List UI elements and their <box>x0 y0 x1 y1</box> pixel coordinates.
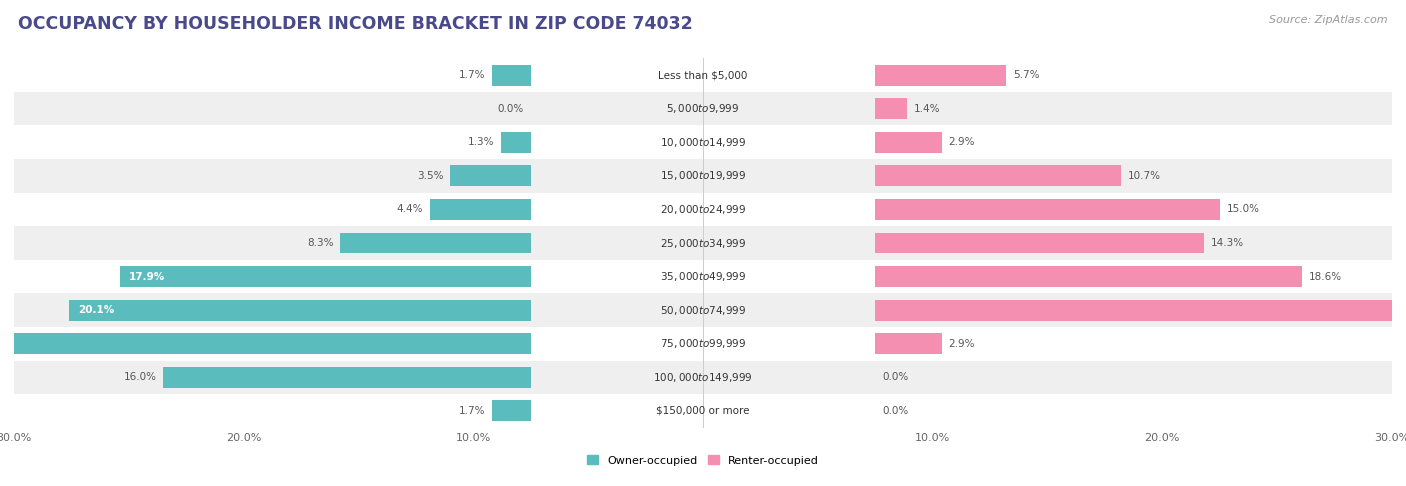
Text: 1.4%: 1.4% <box>914 104 941 114</box>
Bar <box>340 233 531 253</box>
Text: 14.3%: 14.3% <box>1211 238 1244 248</box>
Bar <box>14 394 1392 428</box>
Text: 0.0%: 0.0% <box>498 104 524 114</box>
Bar <box>14 294 1392 327</box>
Text: $15,000 to $19,999: $15,000 to $19,999 <box>659 169 747 182</box>
Bar <box>163 367 531 388</box>
Bar <box>430 199 531 220</box>
Bar <box>450 165 531 186</box>
Text: 10.7%: 10.7% <box>1128 171 1161 181</box>
Text: $5,000 to $9,999: $5,000 to $9,999 <box>666 102 740 115</box>
Text: 17.9%: 17.9% <box>129 272 165 281</box>
Bar <box>875 98 907 119</box>
Text: Less than $5,000: Less than $5,000 <box>658 70 748 80</box>
Text: $100,000 to $149,999: $100,000 to $149,999 <box>654 371 752 384</box>
Text: 16.0%: 16.0% <box>124 372 156 382</box>
Bar <box>492 65 531 86</box>
Bar <box>69 300 531 321</box>
Text: 2.9%: 2.9% <box>949 137 976 147</box>
Text: $20,000 to $24,999: $20,000 to $24,999 <box>659 203 747 216</box>
Bar <box>14 361 1392 394</box>
Bar <box>14 125 1392 159</box>
Bar <box>14 260 1392 294</box>
Bar <box>14 327 1392 361</box>
Text: 3.5%: 3.5% <box>418 171 443 181</box>
Text: $150,000 or more: $150,000 or more <box>657 406 749 416</box>
Text: 20.1%: 20.1% <box>79 305 115 315</box>
Bar <box>875 65 1007 86</box>
Bar <box>875 333 942 354</box>
Bar <box>492 400 531 421</box>
Bar <box>501 132 531 153</box>
Text: $75,000 to $99,999: $75,000 to $99,999 <box>659 337 747 350</box>
Legend: Owner-occupied, Renter-occupied: Owner-occupied, Renter-occupied <box>582 451 824 470</box>
Text: 0.0%: 0.0% <box>882 372 908 382</box>
Bar <box>875 266 1302 287</box>
Bar <box>875 165 1121 186</box>
Text: 15.0%: 15.0% <box>1226 205 1260 214</box>
Bar <box>120 266 531 287</box>
Bar <box>14 192 1392 226</box>
Bar <box>0 333 531 354</box>
Text: $50,000 to $74,999: $50,000 to $74,999 <box>659 304 747 317</box>
Bar <box>875 199 1219 220</box>
Text: 1.7%: 1.7% <box>458 70 485 80</box>
Text: 5.7%: 5.7% <box>1012 70 1039 80</box>
Bar <box>14 226 1392 260</box>
Bar <box>875 132 942 153</box>
Text: 1.7%: 1.7% <box>458 406 485 416</box>
Text: 8.3%: 8.3% <box>307 238 333 248</box>
Bar <box>875 233 1204 253</box>
Text: $35,000 to $49,999: $35,000 to $49,999 <box>659 270 747 283</box>
Text: OCCUPANCY BY HOUSEHOLDER INCOME BRACKET IN ZIP CODE 74032: OCCUPANCY BY HOUSEHOLDER INCOME BRACKET … <box>18 15 693 33</box>
Text: 18.6%: 18.6% <box>1309 272 1343 281</box>
Text: 2.9%: 2.9% <box>949 339 976 349</box>
Text: 1.3%: 1.3% <box>468 137 494 147</box>
Bar <box>875 300 1406 321</box>
Text: 4.4%: 4.4% <box>396 205 423 214</box>
Text: $10,000 to $14,999: $10,000 to $14,999 <box>659 136 747 149</box>
Text: $25,000 to $34,999: $25,000 to $34,999 <box>659 237 747 249</box>
Text: 0.0%: 0.0% <box>882 406 908 416</box>
Bar <box>14 159 1392 192</box>
Text: Source: ZipAtlas.com: Source: ZipAtlas.com <box>1270 15 1388 25</box>
Bar <box>14 92 1392 125</box>
Bar <box>14 58 1392 92</box>
